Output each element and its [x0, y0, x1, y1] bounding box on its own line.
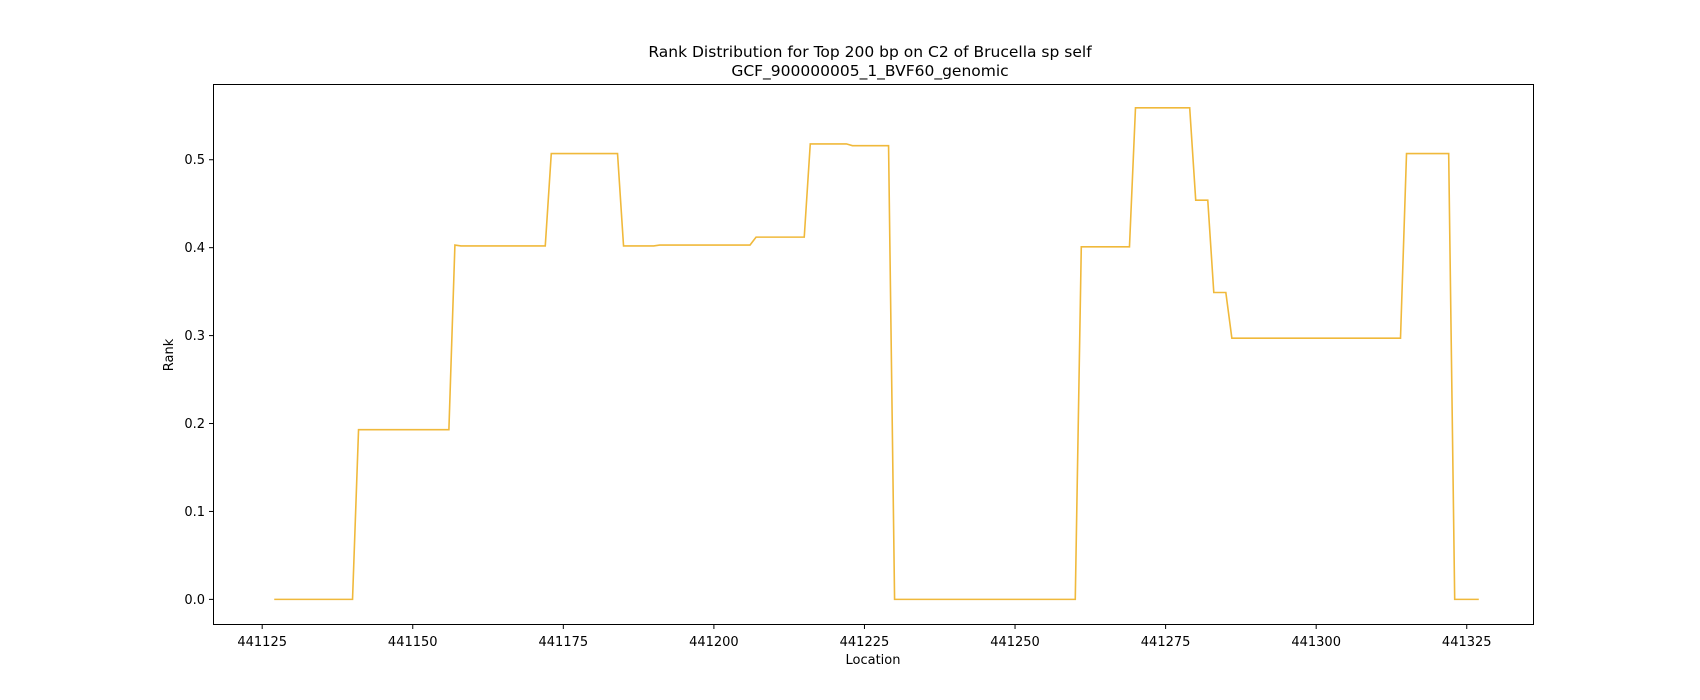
- x-tick-label: 441325: [1442, 635, 1492, 650]
- x-tick-label: 441250: [990, 635, 1040, 650]
- y-tick-label: 0.5: [184, 153, 205, 168]
- chart-subtitle: GCF_900000005_1_BVF60_genomic: [731, 62, 1008, 81]
- y-tick-label: 0.1: [184, 505, 205, 520]
- x-axis: 441125 441150 441175 441200 441225 441250 4412…: [237, 624, 1492, 650]
- chart-title: Rank Distribution for Top 200 bp on C2 o…: [648, 43, 1092, 61]
- data-series-line: [274, 107, 1479, 601]
- y-tick-label: 0.3: [184, 329, 205, 344]
- y-tick-label: 0.4: [184, 241, 205, 256]
- x-tick-label: 441150: [388, 635, 438, 650]
- y-axis-label: Rank: [162, 338, 177, 371]
- x-tick-label: 441300: [1291, 635, 1341, 650]
- plot-area-frame: [213, 84, 1534, 625]
- x-tick-label: 441200: [689, 635, 739, 650]
- x-tick-label: 441175: [539, 635, 589, 650]
- y-tick-label: 0.2: [184, 417, 205, 432]
- y-axis: 0.0 0.1 0.2 0.3 0.4 0.5: [184, 153, 214, 608]
- x-axis-label: Location: [846, 653, 901, 668]
- x-tick-label: 441125: [237, 635, 287, 650]
- x-tick-label: 441275: [1141, 635, 1191, 650]
- x-tick-label: 441225: [840, 635, 890, 650]
- y-tick-label: 0.0: [184, 593, 205, 608]
